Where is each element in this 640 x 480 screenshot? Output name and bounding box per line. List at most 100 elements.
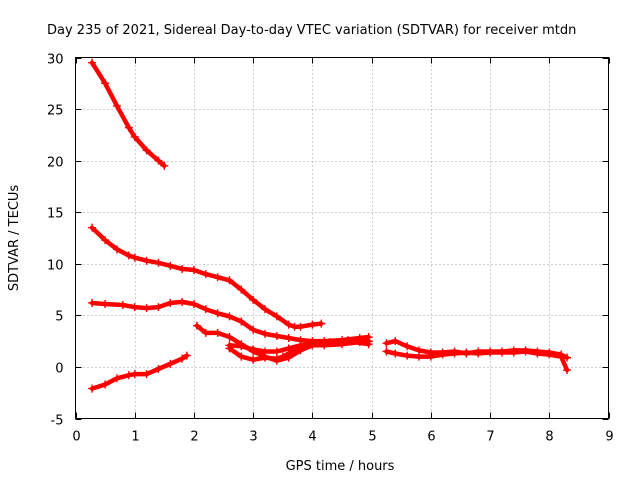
series-track-7 (225, 337, 373, 356)
x-tick-label: 0 (72, 430, 80, 445)
data-point (160, 161, 169, 170)
series-line (89, 60, 167, 169)
data-point (296, 322, 305, 331)
x-tick-label: 1 (131, 430, 139, 445)
data-point (101, 236, 110, 245)
data-point (545, 350, 554, 359)
data-point (142, 370, 151, 379)
data-point (101, 380, 110, 389)
series-line (89, 353, 190, 391)
data-point (272, 312, 281, 321)
y-axis-title: SDTVAR / TECUs (7, 185, 22, 292)
data-point (414, 352, 423, 361)
data-point (130, 303, 139, 312)
data-point (272, 354, 281, 363)
data-point (178, 354, 187, 363)
data-point (225, 341, 234, 350)
data-point (201, 305, 210, 314)
series-track-4 (88, 351, 191, 393)
data-point (438, 350, 447, 359)
data-point (142, 304, 151, 313)
data-point (201, 328, 210, 337)
data-point (237, 285, 246, 294)
x-tick-label: 7 (486, 430, 494, 445)
data-point (112, 374, 121, 383)
data-point (474, 349, 483, 358)
data-point (142, 256, 151, 265)
data-point (382, 339, 391, 348)
y-tick-label: 30 (47, 53, 64, 68)
data-point (213, 273, 222, 282)
data-point (521, 347, 530, 356)
data-point (225, 312, 234, 321)
data-point (88, 223, 97, 232)
data-point (124, 251, 133, 260)
data-point (88, 58, 97, 67)
data-point (486, 348, 495, 357)
data-point (284, 334, 293, 343)
data-point (182, 351, 191, 360)
data-point (189, 300, 198, 309)
data-point (497, 348, 506, 357)
plot-frame (75, 57, 609, 419)
data-point (284, 344, 293, 353)
data-point (426, 352, 435, 361)
data-point (391, 337, 400, 346)
data-point (130, 370, 139, 379)
data-point (213, 309, 222, 318)
data-point (112, 245, 121, 254)
data-point (308, 340, 317, 349)
data-point (101, 79, 110, 88)
data-point (261, 347, 270, 356)
grid (75, 57, 609, 419)
data-point (462, 348, 471, 357)
data-point (178, 264, 187, 273)
data-point (225, 276, 234, 285)
tick-labels: 0 1 2 3 4 5 6 7 8 9 -5 0 5 10 15 20 25 30 (47, 53, 614, 445)
series-line (89, 225, 324, 329)
data-point (201, 270, 210, 279)
data-point (237, 352, 246, 361)
data-point (278, 352, 287, 361)
data-point (563, 353, 572, 362)
data-point (225, 333, 234, 342)
series-track-2 (88, 223, 326, 331)
data-point (213, 328, 222, 337)
series-layer (88, 58, 572, 393)
data-point (249, 355, 258, 364)
data-point (509, 348, 518, 357)
data-point (124, 123, 133, 132)
data-point (101, 300, 110, 309)
data-point (118, 301, 127, 310)
data-point (533, 349, 542, 358)
chart-title: Day 235 of 2021, Sidereal Day-to-day VTE… (47, 23, 576, 38)
x-tick-label: 9 (605, 430, 613, 445)
data-point (88, 298, 97, 307)
x-tick-label: 8 (545, 430, 553, 445)
y-tick-label: 0 (55, 362, 63, 377)
axis-ticks (75, 57, 610, 420)
data-point (261, 305, 270, 314)
data-point (403, 342, 412, 351)
y-tick-label: 10 (47, 259, 64, 274)
y-tick-label: 20 (47, 156, 64, 171)
data-point (450, 349, 459, 358)
x-axis-title: GPS time / hours (286, 459, 395, 474)
data-point (249, 345, 258, 354)
data-point (557, 352, 566, 361)
data-point (112, 101, 121, 110)
y-tick-label: 15 (47, 207, 64, 222)
data-point (166, 298, 175, 307)
data-point (403, 351, 412, 360)
data-point (364, 340, 373, 349)
x-tick-label: 3 (249, 430, 257, 445)
data-point (284, 320, 293, 329)
y-tick-label: -5 (51, 414, 64, 429)
data-point (88, 384, 97, 393)
data-point (154, 303, 163, 312)
data-point (154, 258, 163, 267)
x-tick-label: 2 (190, 430, 198, 445)
data-point (391, 349, 400, 358)
data-point (563, 366, 572, 375)
